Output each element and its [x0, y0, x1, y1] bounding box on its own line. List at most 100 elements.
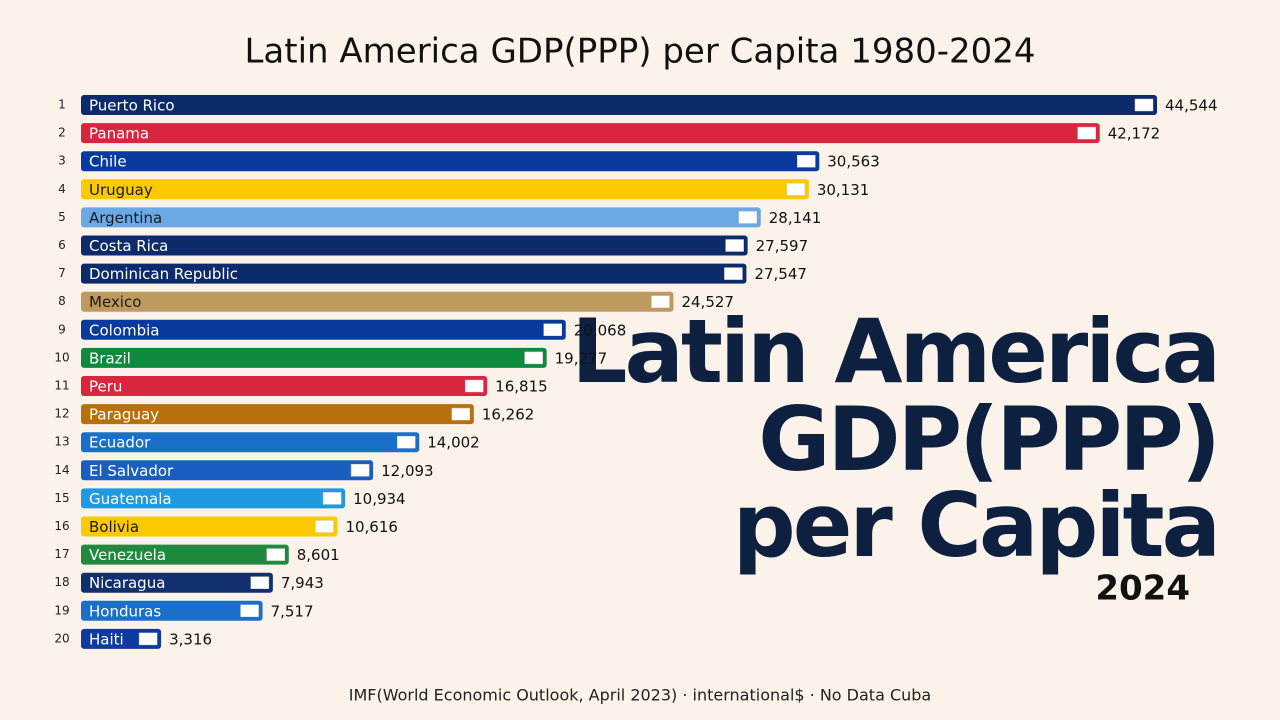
rank-label: 18 [54, 575, 69, 589]
bar [81, 376, 488, 396]
flag [250, 576, 270, 589]
bar-label: Uruguay [89, 181, 153, 199]
flag [524, 351, 543, 365]
bar [81, 460, 374, 481]
value-label: 7,943 [281, 574, 324, 592]
bar-label: Ecuador [89, 434, 151, 452]
flag [138, 632, 158, 646]
bar [81, 151, 820, 172]
value-label: 3,316 [169, 630, 212, 648]
bar [81, 291, 674, 312]
bar-label: Puerto Rico [89, 97, 175, 115]
flag [350, 464, 370, 477]
value-label: 10,616 [345, 518, 398, 536]
bar-label: Nicaragua [89, 574, 165, 592]
value-label: 8,601 [297, 546, 340, 564]
rank-label: 20 [54, 631, 69, 645]
value-label: 42,172 [1108, 125, 1161, 143]
value-label: 7,517 [271, 602, 314, 620]
flag [651, 295, 670, 308]
rank-label: 5 [58, 210, 66, 224]
flag [1077, 126, 1096, 140]
value-label: 44,544 [1165, 97, 1218, 115]
rank-label: 19 [54, 603, 69, 617]
flag [738, 211, 758, 224]
bar-label: Paraguay [89, 406, 159, 424]
rank-label: 17 [54, 547, 69, 561]
bar [81, 488, 346, 509]
bar-label: Brazil [89, 349, 131, 367]
value-label: 30,131 [817, 181, 870, 199]
flag [725, 239, 744, 252]
bar-label: Honduras [89, 602, 161, 620]
rank-label: 10 [54, 350, 69, 364]
rank-label: 12 [54, 407, 69, 421]
source-note: IMF(World Economic Outlook, April 2023) … [349, 686, 931, 705]
rank-label: 8 [58, 294, 66, 308]
rank-label: 9 [58, 322, 66, 336]
value-label: 28,141 [769, 209, 822, 227]
value-label: 24,527 [681, 293, 734, 311]
bar-label: Bolivia [89, 518, 139, 536]
flag [543, 323, 563, 337]
flag [724, 267, 743, 280]
value-label: 27,597 [756, 237, 809, 255]
bar [81, 404, 474, 425]
bar-label: Colombia [89, 321, 160, 339]
bar [81, 572, 273, 593]
bar-label: Costa Rica [89, 237, 168, 255]
flag [315, 520, 334, 533]
flag [797, 154, 816, 168]
value-label: 16,262 [482, 406, 535, 424]
bar [81, 179, 809, 200]
rank-label: 7 [58, 266, 66, 280]
overlay-title: GDP(PPP) [758, 388, 1218, 491]
value-label: 12,093 [381, 462, 434, 480]
bar [81, 95, 1157, 115]
value-label: 10,934 [353, 490, 406, 508]
bar-label: Venezuela [89, 546, 166, 564]
bar-label: Argentina [89, 209, 162, 227]
bar-label: Dominican Republic [89, 265, 238, 283]
flag [1134, 98, 1154, 112]
overlay-title: per Capita [733, 474, 1218, 577]
rank-label: 2 [58, 126, 66, 140]
value-label: 14,002 [427, 434, 480, 452]
rank-label: 1 [58, 98, 66, 112]
rank-label: 13 [54, 435, 69, 449]
rank-label: 14 [54, 463, 69, 477]
flag [464, 379, 484, 393]
flag [266, 548, 286, 561]
flag [322, 492, 342, 505]
chart-title: Latin America GDP(PPP) per Capita 1980-2… [244, 32, 1035, 72]
value-label: 30,563 [827, 153, 880, 171]
rank-label: 6 [58, 238, 66, 252]
bar [81, 263, 747, 284]
value-label: 27,547 [754, 265, 807, 283]
bar [81, 235, 748, 256]
bar [81, 600, 263, 621]
bar-label: Peru [89, 378, 122, 396]
bar-label: Mexico [89, 293, 141, 311]
bar-label: El Salvador [89, 462, 174, 480]
flag [786, 183, 806, 196]
bar [81, 432, 420, 453]
flag [240, 604, 259, 618]
bar [81, 516, 338, 537]
bar [81, 347, 547, 368]
bar [81, 544, 289, 565]
bar-label: Guatemala [89, 490, 172, 508]
rank-label: 4 [58, 182, 66, 196]
rank-label: 16 [54, 519, 69, 533]
flag [451, 407, 471, 421]
bar [81, 319, 566, 340]
bar-label: Haiti [89, 630, 124, 648]
year-label: 2024 [1095, 569, 1190, 609]
bar [81, 123, 1100, 144]
rank-label: 3 [58, 154, 66, 168]
bar-label: Chile [89, 153, 127, 171]
value-label: 16,815 [495, 378, 547, 396]
rank-label: 11 [54, 379, 69, 393]
rank-label: 15 [54, 491, 69, 505]
